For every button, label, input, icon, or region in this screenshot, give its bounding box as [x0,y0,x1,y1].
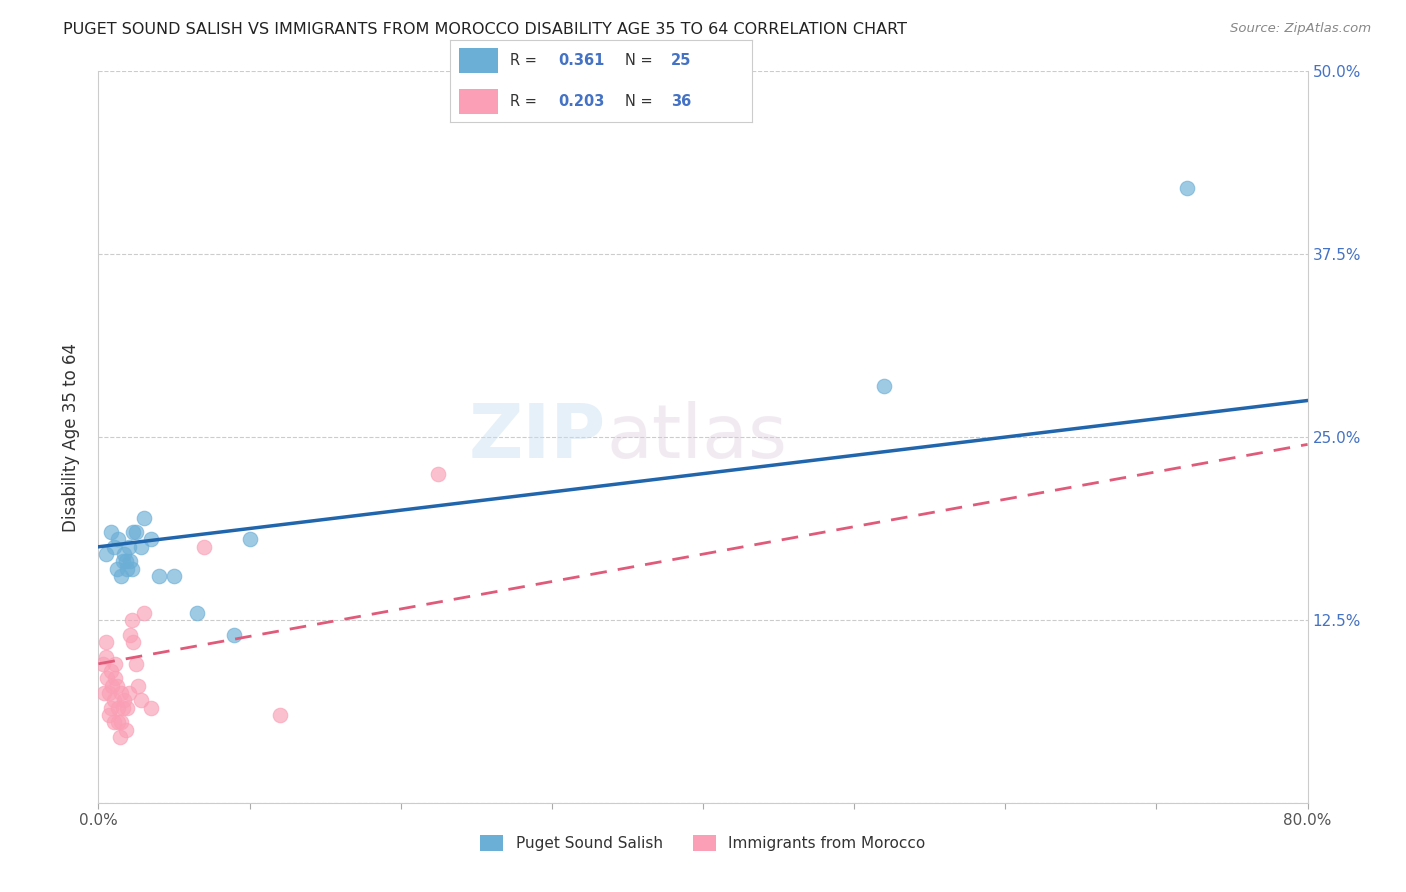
Point [103,715,125,730]
Point [96,672,118,686]
Point [121,613,143,627]
Point [93,686,115,700]
Point [98,708,121,723]
Point [193,540,215,554]
Point [100,700,122,714]
FancyBboxPatch shape [458,89,498,114]
Point [107,715,129,730]
Point [115,700,138,714]
Point [100,664,122,678]
Point [98,686,121,700]
Point [122,635,145,649]
Text: PUGET SOUND SALISH VS IMMIGRANTS FROM MOROCCO DISABILITY AGE 35 TO 64 CORRELATIO: PUGET SOUND SALISH VS IMMIGRANTS FROM MO… [63,22,907,37]
Point [127,679,149,693]
Point [141,700,163,714]
Point [105,679,128,693]
Point [427,467,450,481]
Legend: Puget Sound Salish, Immigrants from Morocco: Puget Sound Salish, Immigrants from Moro… [474,830,932,857]
Point [91,657,114,671]
Point [224,627,246,641]
Point [122,525,145,540]
Point [112,547,135,561]
Point [125,657,148,671]
Point [101,679,124,693]
Point [94,547,117,561]
Point [114,723,136,737]
Text: atlas: atlas [606,401,787,474]
Point [100,525,122,540]
Point [873,379,896,393]
Point [120,627,142,641]
Text: 0.203: 0.203 [558,95,605,109]
Point [118,540,141,554]
Y-axis label: Disability Age 35 to 64: Disability Age 35 to 64 [62,343,80,532]
Point [141,533,163,547]
Text: 0.361: 0.361 [558,54,605,68]
Point [94,649,117,664]
Text: 25: 25 [671,54,690,68]
Point [94,635,117,649]
Text: N =: N = [626,54,658,68]
Text: R =: R = [510,54,541,68]
Point [111,700,134,714]
Point [104,672,127,686]
Text: ZIP: ZIP [470,401,606,474]
Point [112,693,135,707]
Text: Source: ZipAtlas.com: Source: ZipAtlas.com [1230,22,1371,36]
Point [121,562,143,576]
Point [186,606,208,620]
Point [132,606,155,620]
Point [114,554,136,568]
Point [107,700,129,714]
Point [110,569,132,583]
Point [103,693,125,707]
Point [107,533,129,547]
Point [115,562,138,576]
Text: R =: R = [510,95,541,109]
Point [125,525,148,540]
Point [108,730,131,744]
Point [105,562,128,576]
Point [132,510,155,524]
Point [110,715,132,730]
Point [1175,181,1198,195]
Point [104,657,127,671]
Point [129,540,152,554]
Point [110,686,132,700]
Point [129,693,152,707]
Point [269,708,291,723]
Point [120,554,142,568]
Point [103,540,125,554]
Point [118,686,141,700]
FancyBboxPatch shape [458,48,498,73]
Text: 36: 36 [671,95,690,109]
Point [163,569,186,583]
Point [111,554,134,568]
Point [148,569,170,583]
Text: N =: N = [626,95,658,109]
Point [239,533,262,547]
